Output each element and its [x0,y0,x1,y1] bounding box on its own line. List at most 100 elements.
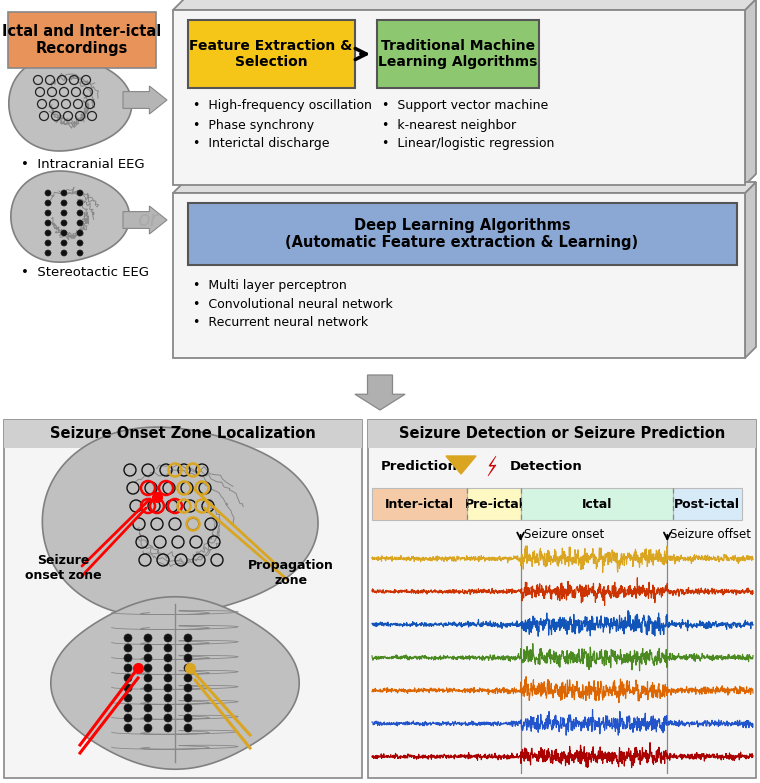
Circle shape [45,230,51,236]
Text: Seizure onset: Seizure onset [524,529,604,542]
Text: Deep Learning Algorithms
(Automatic Feature extraction & Learning): Deep Learning Algorithms (Automatic Feat… [286,218,638,251]
Text: Seizure offset: Seizure offset [670,529,752,542]
Polygon shape [173,0,756,10]
Circle shape [144,644,152,652]
Circle shape [144,634,152,642]
Text: •  Recurrent neural network: • Recurrent neural network [193,316,368,330]
Text: •  Support vector machine: • Support vector machine [382,99,548,113]
Circle shape [184,654,192,662]
Circle shape [164,704,172,712]
Text: Feature Extraction &
Selection: Feature Extraction & Selection [189,39,353,69]
Bar [4,420,362,448]
Text: •  Stereotactic EEG: • Stereotactic EEG [21,265,149,279]
Bar [8,12,156,68]
Circle shape [184,724,192,732]
Text: Seizure Onset Zone Localization: Seizure Onset Zone Localization [50,427,316,442]
Polygon shape [9,56,131,151]
Circle shape [124,704,132,712]
Circle shape [77,250,83,256]
Circle shape [77,190,83,196]
Circle shape [144,724,152,732]
Text: •  Interictal discharge: • Interictal discharge [193,138,330,150]
Polygon shape [11,171,130,262]
Circle shape [45,200,51,206]
Text: Propagation
zone: Propagation zone [248,559,334,587]
Polygon shape [745,0,756,185]
Circle shape [124,644,132,652]
Circle shape [164,724,172,732]
Text: •  Phase synchrony: • Phase synchrony [193,118,314,132]
Circle shape [144,704,152,712]
Bar [173,193,745,358]
Circle shape [144,674,152,682]
Circle shape [184,664,192,672]
Circle shape [164,674,172,682]
Text: Seizure Detection or Seizure Prediction: Seizure Detection or Seizure Prediction [399,427,725,442]
Circle shape [124,694,132,702]
Circle shape [61,210,67,216]
Circle shape [45,190,51,196]
Text: •  High-frequency oscillation: • High-frequency oscillation [193,99,372,113]
Bar [368,420,756,778]
Text: Traditional Machine
Learning Algorithms: Traditional Machine Learning Algorithms [378,39,537,69]
Circle shape [61,200,67,206]
Circle shape [124,654,132,662]
Circle shape [144,714,152,722]
Text: Detection: Detection [510,460,583,472]
Bar [188,203,737,265]
Text: •  Linear/logistic regression: • Linear/logistic regression [382,138,554,150]
Bar [377,20,539,88]
Bar [372,488,467,520]
Circle shape [184,634,192,642]
Circle shape [77,240,83,246]
Text: Ictal and Inter-ictal
Recordings: Ictal and Inter-ictal Recordings [2,23,162,56]
Circle shape [45,250,51,256]
Circle shape [164,694,172,702]
Circle shape [124,664,132,672]
Circle shape [77,230,83,236]
Polygon shape [123,86,167,114]
Text: Inter-ictal: Inter-ictal [385,497,454,511]
Polygon shape [43,428,318,617]
Circle shape [45,220,51,226]
Polygon shape [123,206,167,234]
Text: Post-ictal: Post-ictal [674,497,740,511]
Polygon shape [488,456,496,476]
Circle shape [164,684,172,692]
Circle shape [144,664,152,672]
Circle shape [164,644,172,652]
Circle shape [124,674,132,682]
Circle shape [77,220,83,226]
Circle shape [45,240,51,246]
Circle shape [184,704,192,712]
Text: Prediction: Prediction [381,460,458,472]
Text: •  Intracranial EEG: • Intracranial EEG [21,158,144,171]
Circle shape [124,724,132,732]
Circle shape [164,664,172,672]
Text: •  Convolutional neural network: • Convolutional neural network [193,298,393,311]
Bar [673,488,742,520]
Circle shape [45,210,51,216]
Bar [467,488,521,520]
Circle shape [61,250,67,256]
Circle shape [61,220,67,226]
Bar [4,420,362,778]
Circle shape [184,644,192,652]
Circle shape [184,714,192,722]
Circle shape [184,684,192,692]
Circle shape [77,200,83,206]
Circle shape [61,190,67,196]
Circle shape [144,694,152,702]
Bar [173,10,745,185]
Circle shape [124,684,132,692]
Text: Ictal: Ictal [581,497,612,511]
Bar [521,488,673,520]
Polygon shape [446,456,476,474]
Text: or: or [138,210,159,230]
Bar [188,20,355,88]
Text: Seizure
onset zone: Seizure onset zone [25,554,102,582]
Text: Pre-ictal: Pre-ictal [464,497,524,511]
Circle shape [144,684,152,692]
Polygon shape [51,597,299,769]
Circle shape [144,654,152,662]
